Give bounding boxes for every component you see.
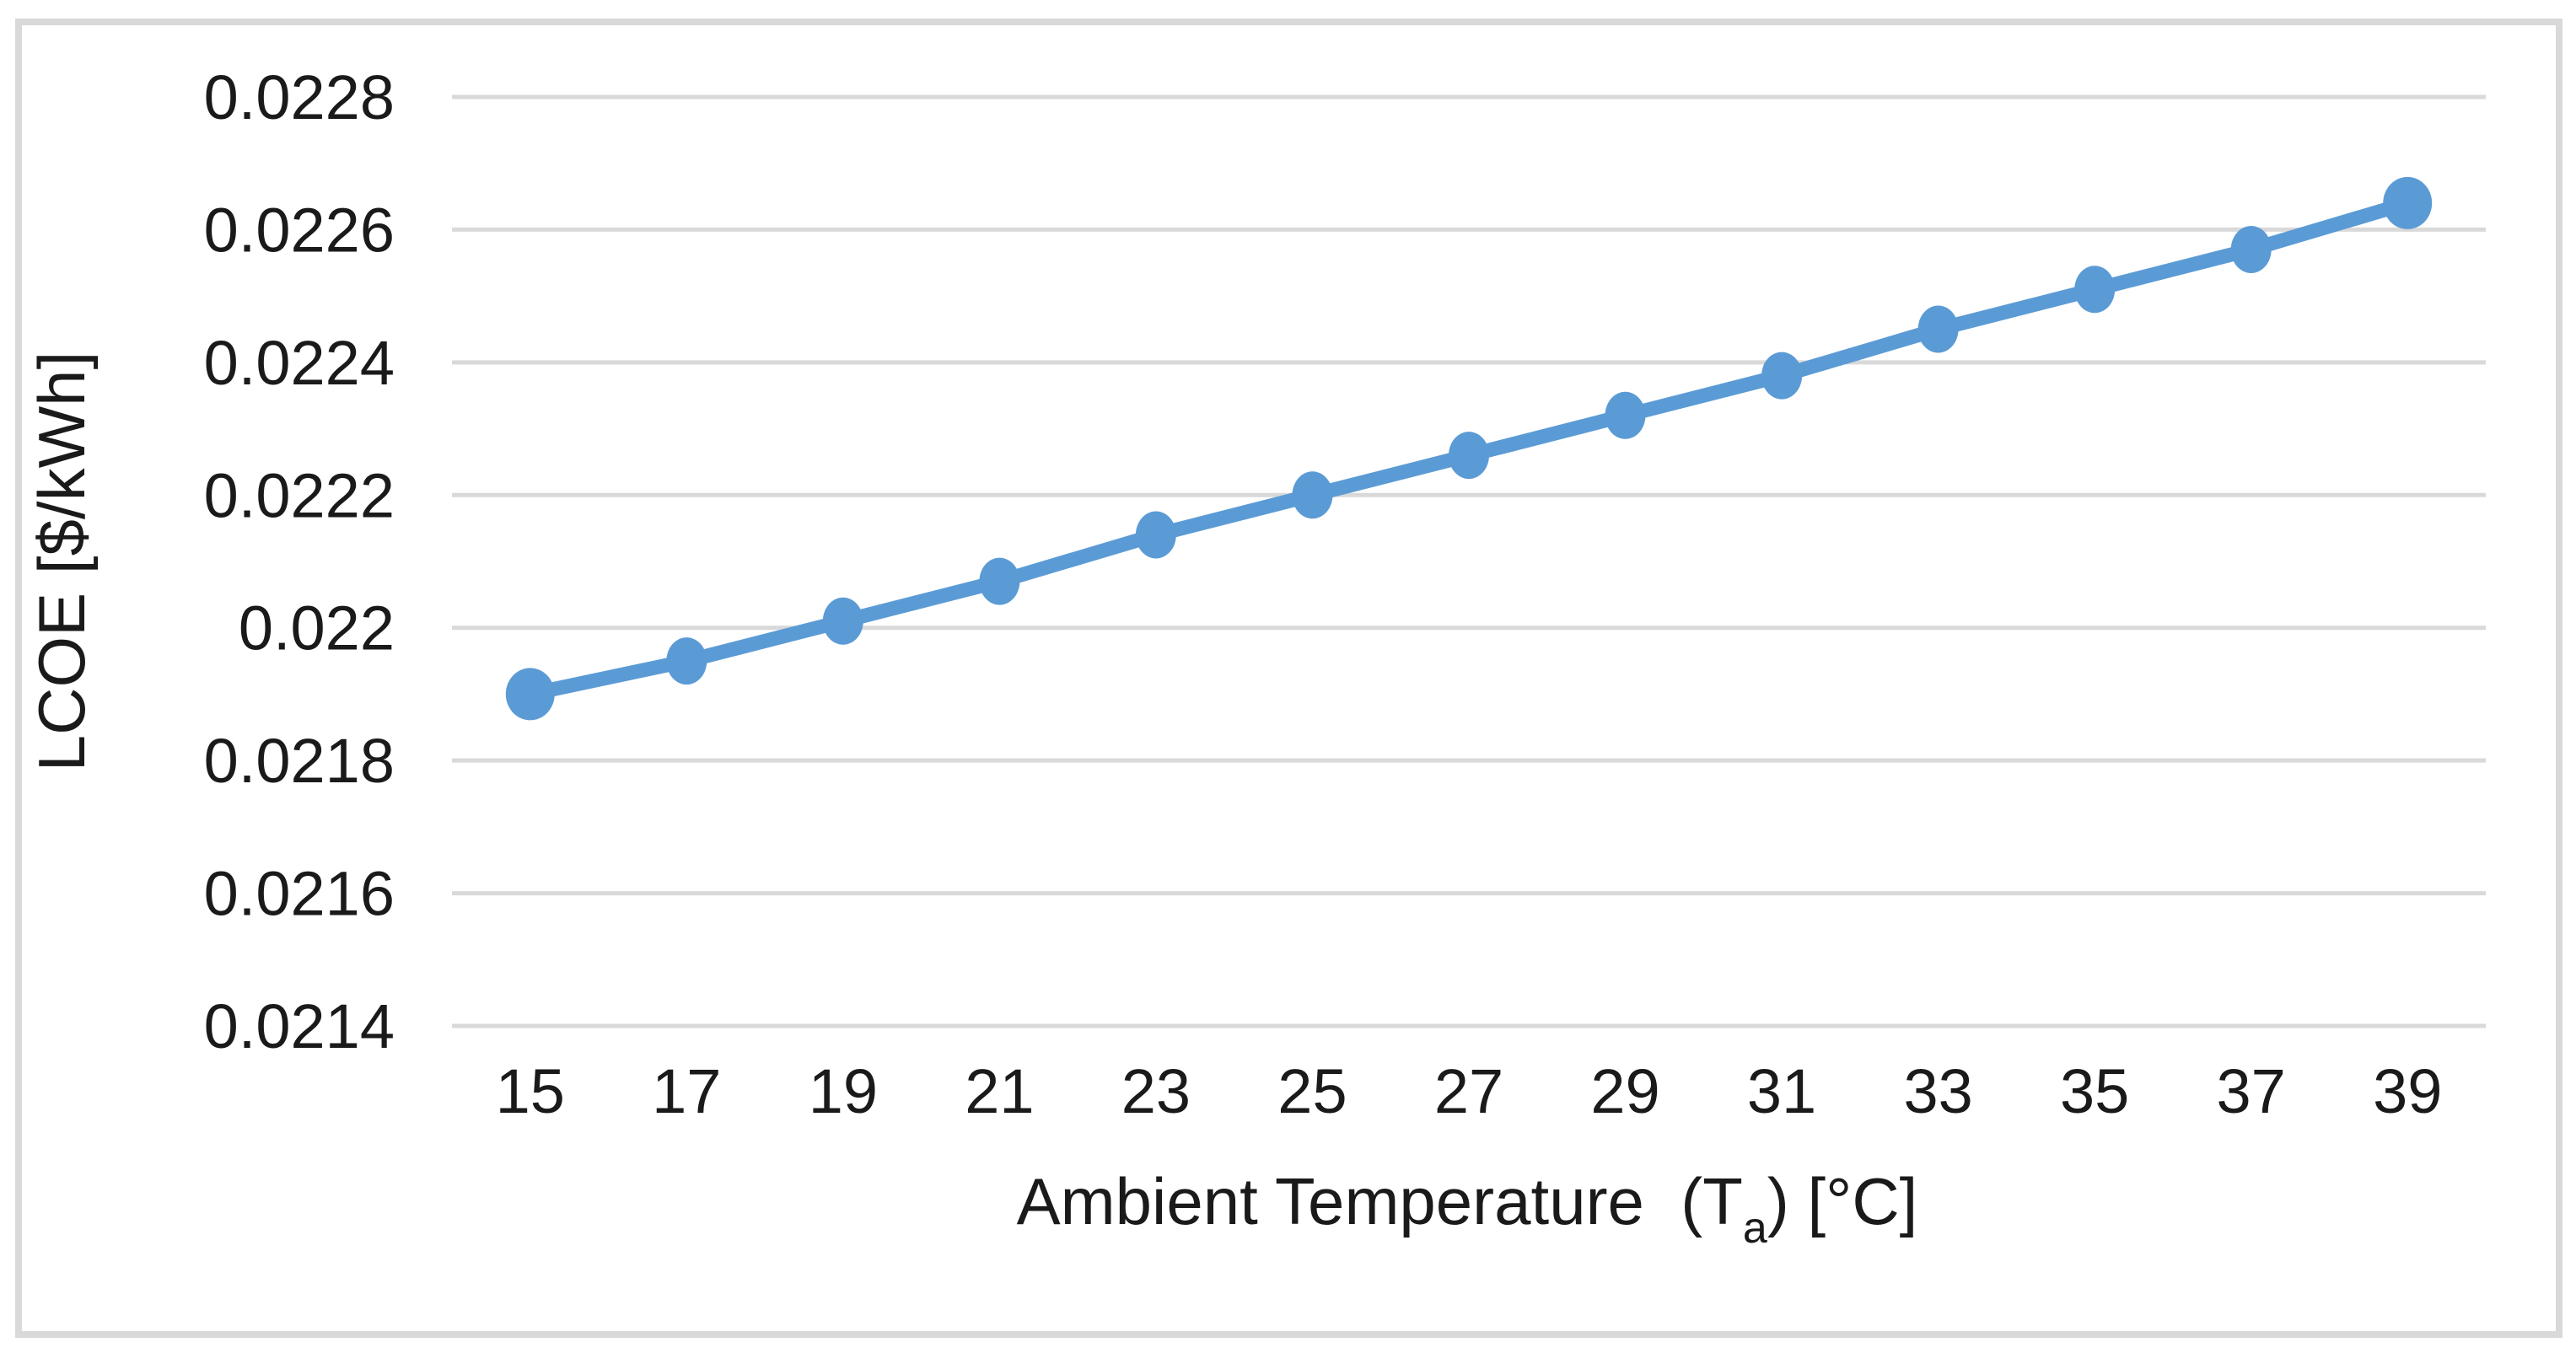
data-point-27: [1449, 432, 1489, 480]
x-axis-title-tail: ) [°C]: [1767, 1164, 1918, 1238]
y-tick-label-0.022: 0.022: [239, 593, 395, 663]
gridlines: [452, 94, 2486, 1028]
data-point-19: [822, 597, 863, 645]
y-tick-label-0.0226: 0.0226: [204, 195, 395, 265]
x-tick-label-19: 19: [809, 1056, 878, 1126]
x-tick-label-31: 31: [1747, 1056, 1816, 1126]
y-tick-label-0.0228: 0.0228: [204, 62, 395, 132]
data-point-33: [1917, 305, 1959, 353]
data-point-23: [1135, 511, 1176, 559]
y-tick-label-0.0214: 0.0214: [204, 991, 395, 1061]
y-axis-tick-labels: 0.0228 0.0226 0.0224 0.0222 0.022 0.0218 0.021…: [204, 62, 395, 1061]
x-axis-tick-labels: 15 17 19 21 23 25 27 29 31 33 35 37 39: [496, 1056, 2443, 1126]
x-tick-label-23: 23: [1121, 1056, 1191, 1126]
chart-frame-border: [15, 19, 2563, 1338]
x-tick-label-25: 25: [1277, 1056, 1347, 1126]
x-tick-label-39: 39: [2373, 1056, 2442, 1126]
x-axis-title-main: Ambient Temperature (T: [1017, 1164, 1743, 1238]
x-tick-label-35: 35: [2060, 1056, 2129, 1126]
x-tick-label-29: 29: [1590, 1056, 1659, 1126]
data-point-21: [979, 557, 1020, 605]
x-tick-label-33: 33: [1903, 1056, 1972, 1126]
x-tick-label-37: 37: [2217, 1056, 2286, 1126]
x-tick-label-27: 27: [1434, 1056, 1503, 1126]
data-point-25: [1292, 471, 1333, 519]
data-point-35: [2074, 266, 2116, 314]
data-series-lcoe: [505, 176, 2433, 721]
x-axis-title-subscript: a: [1743, 1204, 1767, 1253]
y-tick-label-0.0216: 0.0216: [204, 859, 395, 929]
y-axis-title: LCOE [$/kWh]: [24, 352, 99, 771]
x-tick-label-21: 21: [965, 1056, 1034, 1126]
data-point-31: [1761, 352, 1803, 400]
x-axis-title: Ambient Temperature (Ta) [°C]: [1017, 1164, 1918, 1253]
x-tick-label-15: 15: [496, 1056, 565, 1126]
data-point-39: [2383, 176, 2433, 229]
y-tick-label-0.0218: 0.0218: [204, 726, 395, 796]
data-point-29: [1605, 391, 1646, 439]
data-point-15: [505, 668, 555, 721]
data-point-17: [666, 637, 707, 685]
y-tick-label-0.0224: 0.0224: [204, 328, 395, 398]
x-tick-label-17: 17: [652, 1056, 721, 1126]
y-tick-label-0.0222: 0.0222: [204, 460, 395, 530]
data-point-37: [2230, 226, 2272, 273]
